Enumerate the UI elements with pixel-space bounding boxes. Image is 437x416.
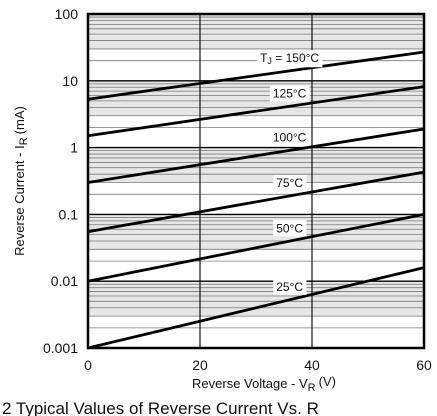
- y-axis-title-sub: R: [18, 137, 30, 145]
- series-label-bg: [269, 85, 310, 102]
- x-tick-label: 0: [84, 357, 92, 373]
- y-tick-label: 0.1: [59, 206, 79, 222]
- series-line: [87, 170, 425, 234]
- series-label-bg: [273, 278, 307, 295]
- x-axis-title-sub: R: [308, 382, 316, 394]
- series-line: [87, 127, 425, 184]
- series-label: 50°C: [276, 221, 303, 235]
- y-tick-label: 0.001: [43, 340, 78, 356]
- series-labels: TJ = 150°C 125°C 100°C 75°C 50°C 25°C: [257, 50, 323, 295]
- series-label: 100°C: [273, 131, 307, 145]
- decade-band: [88, 281, 424, 317]
- x-tick-labels: 0 20 40 60: [84, 357, 432, 373]
- decade-band: [88, 14, 424, 49]
- x-axis-title: Reverse Voltage - VR (V): [192, 374, 336, 394]
- series-label-suffix: = 150°C: [272, 51, 319, 65]
- series-label-bg: [269, 129, 310, 146]
- series-line: [87, 85, 425, 138]
- series-label-bg: [257, 50, 323, 68]
- y-axis-title-main: Reverse Current - I: [12, 145, 27, 256]
- series-label-bg: [273, 175, 307, 192]
- series-label: TJ = 150°C: [260, 51, 319, 66]
- series-label: 125°C: [273, 86, 307, 100]
- x-tick-label: 20: [192, 357, 208, 373]
- series-label: 75°C: [276, 176, 303, 190]
- y-axis-title: Reverse Current - IR (mA): [12, 106, 30, 256]
- x-tick-label: 60: [416, 357, 432, 373]
- plot-frame: [86, 12, 426, 350]
- figure-caption: 2 Typical Values of Reverse Current Vs. …: [2, 399, 319, 416]
- y-tick-label: 0.01: [51, 273, 78, 289]
- series-label: 25°C: [276, 280, 303, 294]
- series-line: [87, 50, 425, 101]
- major-gridlines: [88, 14, 424, 348]
- y-tick-label: 100: [55, 6, 79, 22]
- y-tick-labels: 0.001 0.01 0.1 1 10 100: [43, 6, 78, 356]
- decade-band: [88, 214, 424, 250]
- x-tick-label: 40: [304, 357, 320, 373]
- x-axis-title-unit: (V): [319, 374, 336, 389]
- series-line: [87, 266, 425, 350]
- series-lines: [87, 50, 425, 350]
- series-label-main: T: [260, 51, 268, 65]
- series-line: [87, 213, 425, 283]
- y-axis-title-unit: (mA): [12, 106, 27, 134]
- x-axis-title-main: Reverse Voltage - V: [192, 376, 308, 391]
- series-label-sub: J: [267, 56, 272, 66]
- series-label-bg: [273, 220, 307, 237]
- y-tick-label: 10: [62, 73, 78, 89]
- y-tick-label: 1: [70, 140, 78, 156]
- decade-band: [88, 147, 424, 183]
